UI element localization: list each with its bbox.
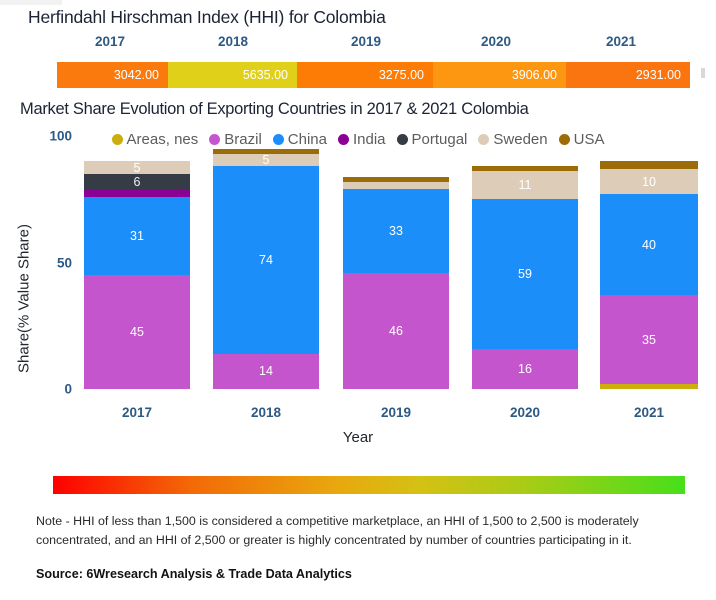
bar-segment-2020-usa[interactable] bbox=[472, 166, 578, 172]
bar-segment-2018-sweden[interactable]: 5 bbox=[213, 153, 319, 167]
legend-item-sweden[interactable]: Sweden bbox=[478, 131, 548, 148]
hhi-segment-2019: 3275.00 bbox=[297, 62, 433, 88]
legend-dot-icon bbox=[478, 134, 490, 145]
hhi-segment-2018: 5635.00 bbox=[168, 62, 297, 88]
legend-dot-icon bbox=[209, 134, 221, 145]
bar-segment-value: 10 bbox=[642, 174, 656, 189]
chart-title: Market Share Evolution of Exporting Coun… bbox=[20, 100, 529, 118]
y-tick-0: 0 bbox=[64, 381, 72, 397]
x-axis-label: Year bbox=[342, 429, 374, 446]
legend-item-usa[interactable]: USA bbox=[558, 131, 605, 148]
bar-segment-2018-brazil[interactable]: 14 bbox=[213, 353, 319, 389]
bar-segment-2021-china[interactable]: 40 bbox=[600, 194, 698, 296]
x-tick-2019: 2019 bbox=[380, 405, 412, 420]
bar-segment-value: 59 bbox=[518, 266, 532, 281]
x-tick-2021: 2021 bbox=[633, 405, 665, 420]
hhi-year-2020: 2020 bbox=[480, 34, 512, 49]
bar-segment-value: 11 bbox=[518, 178, 532, 193]
chart-legend: Areas, nes Brazil China India Portugal Sweden… bbox=[0, 131, 716, 148]
hhi-segment-2020: 3906.00 bbox=[433, 62, 566, 88]
hhi-year-2018: 2018 bbox=[217, 34, 249, 49]
bar-segment-2019-china[interactable]: 33 bbox=[343, 189, 449, 273]
legend-dot-icon bbox=[396, 134, 408, 145]
bar-segment-2019-brazil[interactable]: 46 bbox=[343, 272, 449, 389]
hhi-gradient-scale bbox=[53, 476, 685, 494]
footer-source: Source: 6Wresearch Analysis & Trade Data… bbox=[36, 567, 352, 581]
legend-label: USA bbox=[573, 131, 605, 148]
bar-2018[interactable]: 14 74 5 bbox=[213, 148, 319, 389]
bar-2020[interactable]: 16 59 11 bbox=[472, 166, 578, 389]
bar-segment-value: 33 bbox=[389, 223, 403, 238]
bar-segment-2019-sweden[interactable] bbox=[343, 181, 449, 190]
bar-segment-value: 31 bbox=[130, 228, 144, 243]
bar-segment-2017-china[interactable]: 31 bbox=[84, 196, 190, 276]
bar-segment-2021-areas-nes[interactable] bbox=[600, 383, 698, 389]
bar-2017[interactable]: 45 31 6 5 bbox=[84, 161, 190, 389]
legend-item-portugal[interactable]: Portugal bbox=[396, 131, 468, 148]
legend-dot-icon bbox=[111, 134, 123, 145]
hhi-segment-2021: 2931.00 bbox=[566, 62, 690, 88]
plot-area: Share(% Value Share) 0 50 100 45 31 6 5 14 74 5 4… bbox=[0, 129, 716, 448]
bar-segment-2021-brazil[interactable]: 35 bbox=[600, 295, 698, 384]
bar-segment-2018-usa[interactable] bbox=[213, 148, 319, 154]
legend-item-india[interactable]: India bbox=[337, 131, 386, 148]
bar-segment-value: 35 bbox=[642, 332, 656, 347]
bar-segment-value: 6 bbox=[133, 174, 141, 189]
bar-segment-2021-usa[interactable] bbox=[600, 161, 698, 169]
legend-item-brazil[interactable]: Brazil bbox=[209, 131, 262, 148]
hhi-year-2021: 2021 bbox=[605, 34, 637, 49]
bar-segment-2021-sweden[interactable]: 10 bbox=[600, 168, 698, 195]
legend-label: Areas, nes bbox=[126, 131, 199, 148]
legend-dot-icon bbox=[558, 134, 570, 145]
bar-segment-value: 16 bbox=[518, 361, 532, 376]
hhi-value-bar: 3042.00 5635.00 3275.00 3906.00 2931.00 bbox=[57, 62, 690, 88]
x-tick-2020: 2020 bbox=[509, 405, 541, 420]
legend-label: China bbox=[287, 131, 327, 148]
hhi-title: Herfindahl Hirschman Index (HHI) for Col… bbox=[28, 7, 386, 27]
bar-segment-2020-china[interactable]: 59 bbox=[472, 199, 578, 349]
legend-label: Brazil bbox=[224, 131, 262, 148]
footer-note: Note - HHI of less than 1,500 is conside… bbox=[36, 514, 639, 547]
bar-segment-2017-sweden[interactable]: 5 bbox=[84, 161, 190, 174]
bar-2019[interactable]: 46 33 bbox=[343, 176, 449, 389]
hhi-right-tick-icon bbox=[701, 68, 705, 78]
bar-segment-2018-china[interactable]: 74 bbox=[213, 166, 319, 354]
hhi-year-header-row: 2017 2018 2019 2020 2021 bbox=[0, 34, 716, 54]
bar-segment-value: 40 bbox=[642, 237, 656, 252]
y-axis-label: Share(% Value Share) bbox=[15, 224, 33, 373]
bar-2021[interactable]: 35 40 10 bbox=[600, 161, 698, 389]
legend-label: Portugal bbox=[411, 131, 468, 148]
hhi-year-2017: 2017 bbox=[94, 34, 126, 49]
bar-segment-2017-brazil[interactable]: 45 bbox=[84, 275, 190, 389]
legend-label: Sweden bbox=[493, 131, 548, 148]
bar-segment-2017-india[interactable] bbox=[84, 189, 190, 197]
x-tick-2017: 2017 bbox=[121, 405, 153, 420]
bar-segment-2020-brazil[interactable]: 16 bbox=[472, 348, 578, 389]
bar-segment-value: 45 bbox=[130, 325, 144, 340]
bar-segment-value: 74 bbox=[259, 252, 273, 267]
hhi-segment-2017: 3042.00 bbox=[57, 62, 168, 88]
legend-dot-icon bbox=[272, 134, 284, 145]
x-tick-2018: 2018 bbox=[250, 405, 282, 420]
bar-segment-value: 46 bbox=[389, 323, 403, 338]
bar-segment-2017-portugal[interactable]: 6 bbox=[84, 173, 190, 190]
bar-segment-value: 14 bbox=[259, 364, 273, 379]
legend-label: India bbox=[352, 131, 386, 148]
legend-dot-icon bbox=[337, 134, 349, 145]
corner-artifact bbox=[0, 0, 62, 5]
y-tick-50: 50 bbox=[56, 255, 72, 270]
hhi-year-2019: 2019 bbox=[350, 34, 382, 49]
bar-segment-value: 5 bbox=[133, 161, 141, 174]
legend-item-china[interactable]: China bbox=[272, 131, 327, 148]
bar-segment-2020-sweden[interactable]: 11 bbox=[472, 171, 578, 200]
legend-item-areas-nes[interactable]: Areas, nes bbox=[111, 131, 199, 148]
bar-segment-value: 5 bbox=[262, 153, 270, 167]
y-tick-100: 100 bbox=[49, 128, 72, 144]
bar-segment-2019-usa[interactable] bbox=[343, 176, 449, 182]
